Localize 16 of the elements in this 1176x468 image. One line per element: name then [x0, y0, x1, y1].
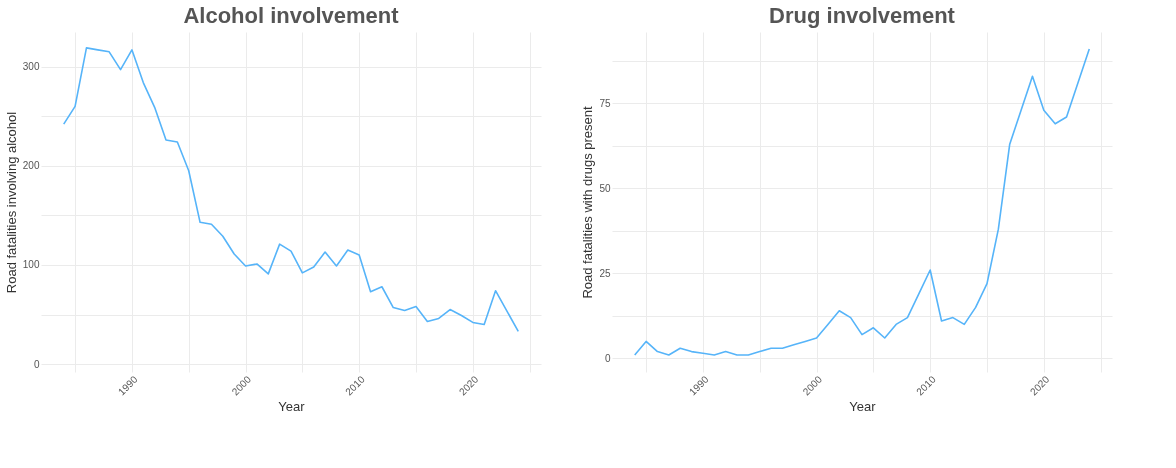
- y-axis-title: Road fatalities with drugs present: [580, 106, 596, 299]
- line-series: [633, 48, 1091, 356]
- y-tick-label: 200: [22, 160, 40, 172]
- y-tick-label: 0: [604, 352, 611, 364]
- x-axis-title: Year: [849, 399, 877, 415]
- chart-title: Alcohol involvement: [183, 3, 400, 28]
- y-tick-label: 75: [599, 97, 611, 109]
- y-tick-label: 25: [599, 267, 611, 279]
- line-series: [62, 47, 520, 333]
- y-tick-label: 50: [599, 182, 611, 194]
- y-tick-label: 100: [22, 259, 40, 271]
- x-axis-title: Year: [278, 399, 306, 415]
- y-axis-title: Road fatalities involving alcohol: [3, 111, 19, 294]
- y-tick-label: 0: [33, 358, 40, 370]
- y-tick-label: 300: [22, 61, 40, 73]
- chart-title: Drug involvement: [769, 3, 956, 28]
